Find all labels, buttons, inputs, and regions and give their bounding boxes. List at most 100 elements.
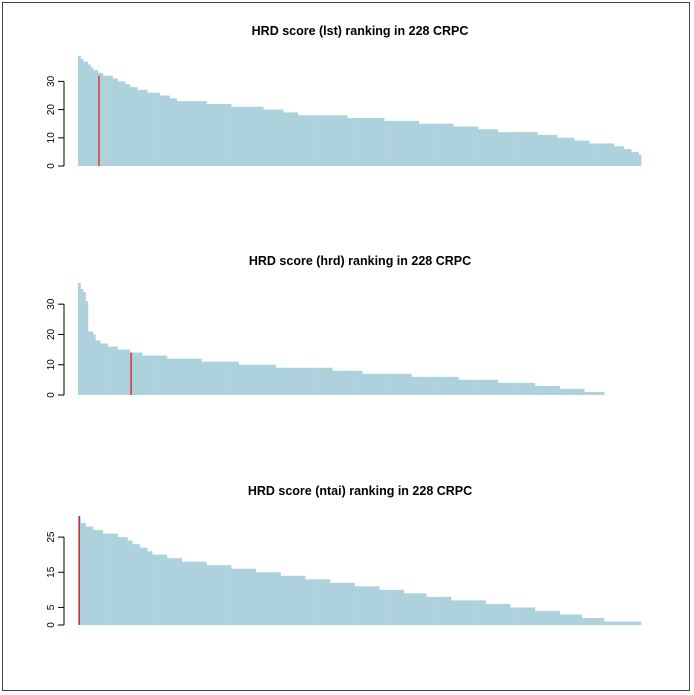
- bar: [561, 614, 565, 625]
- bar: [275, 572, 279, 625]
- bar: [80, 523, 84, 625]
- bar: [236, 361, 239, 395]
- bar: [433, 123, 437, 166]
- bar: [265, 364, 269, 395]
- bar: [342, 115, 346, 166]
- bar: [399, 589, 402, 625]
- bar: [250, 106, 254, 166]
- bar: [423, 123, 427, 166]
- bar: [445, 376, 449, 395]
- bar: [95, 70, 99, 166]
- bar: [554, 610, 558, 625]
- bar: [433, 596, 437, 625]
- bar: [124, 349, 128, 395]
- bar: [423, 593, 427, 625]
- bar: [418, 593, 422, 625]
- bar: [628, 149, 632, 166]
- bar: [408, 120, 412, 166]
- bar: [443, 123, 447, 166]
- bar: [213, 103, 217, 166]
- bar: [584, 140, 588, 166]
- bar: [174, 558, 178, 625]
- bar: [292, 575, 296, 625]
- bar: [487, 379, 491, 395]
- bar: [440, 123, 444, 166]
- bar: [376, 373, 380, 395]
- bar: [391, 120, 395, 166]
- bar: [458, 379, 462, 395]
- bar: [490, 379, 494, 395]
- bar: [460, 600, 464, 625]
- bar: [579, 388, 583, 395]
- bar: [221, 103, 225, 166]
- bar: [300, 575, 304, 625]
- bar: [389, 373, 392, 395]
- bar: [201, 561, 205, 625]
- bar: [319, 115, 323, 166]
- bar: [374, 118, 378, 166]
- bar: [152, 92, 155, 166]
- bar: [594, 391, 597, 395]
- bar: [633, 621, 637, 625]
- bar: [110, 75, 113, 166]
- bar: [473, 126, 476, 166]
- bar: [347, 370, 350, 395]
- bar: [601, 391, 605, 395]
- bar: [273, 364, 276, 395]
- bar: [581, 617, 585, 625]
- bar: [478, 600, 481, 625]
- bar: [522, 607, 526, 625]
- bar: [374, 586, 378, 625]
- bar: [369, 586, 373, 625]
- bar: [339, 370, 343, 395]
- bar: [421, 593, 425, 625]
- chart-title: HRD score (lst) ranking in 228 CRPC: [252, 24, 469, 38]
- bar: [438, 123, 442, 166]
- y-tick-label: 25: [46, 531, 57, 543]
- bar: [529, 382, 533, 395]
- bar: [371, 373, 375, 395]
- bar: [594, 617, 597, 625]
- bar: [411, 376, 415, 395]
- bar: [423, 376, 427, 395]
- bar: [327, 579, 331, 625]
- bar: [181, 561, 185, 625]
- bar: [206, 103, 210, 166]
- bar: [280, 109, 284, 166]
- bar: [465, 126, 469, 166]
- bar: [273, 109, 276, 166]
- bar: [626, 621, 629, 625]
- bar: [386, 373, 390, 395]
- bar: [482, 379, 486, 395]
- bar: [596, 143, 600, 166]
- bar: [122, 537, 126, 625]
- bar: [302, 575, 306, 625]
- bar: [243, 364, 247, 395]
- bar: [468, 126, 471, 166]
- bar: [179, 358, 183, 395]
- bar: [171, 98, 175, 166]
- bar: [542, 134, 546, 166]
- bar: [97, 530, 101, 625]
- bar: [458, 600, 462, 625]
- bar: [196, 561, 200, 625]
- bar: [285, 367, 289, 395]
- bar: [512, 607, 516, 625]
- bar: [218, 103, 222, 166]
- bar: [228, 565, 232, 625]
- bar: [105, 75, 108, 166]
- bar: [147, 92, 150, 166]
- bar: [608, 621, 612, 625]
- bar: [631, 621, 634, 625]
- bar: [347, 118, 350, 166]
- bar: [117, 81, 121, 166]
- bar: [319, 367, 323, 395]
- bar: [134, 352, 138, 395]
- bar: [164, 95, 168, 166]
- bar: [408, 373, 412, 395]
- bar: [147, 551, 150, 625]
- bar: [361, 586, 365, 625]
- bar: [621, 621, 625, 625]
- bar: [310, 367, 313, 395]
- bar: [628, 621, 632, 625]
